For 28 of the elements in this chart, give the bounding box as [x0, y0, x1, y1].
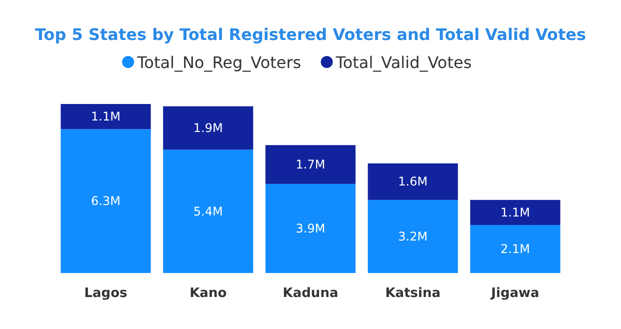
data-label: 3.2M: [398, 229, 428, 244]
data-label: 1.9M: [193, 120, 223, 135]
data-label: 1.6M: [398, 174, 428, 189]
data-label: 2.1M: [500, 242, 530, 256]
data-label: 1.1M: [500, 205, 530, 220]
x-tick-label: Jigawa: [490, 286, 540, 301]
legend-label: Total_No_Reg_Voters: [136, 53, 302, 72]
bar: [470, 225, 560, 273]
bar: [60, 104, 151, 130]
x-tick-label: Kano: [190, 286, 227, 301]
bar: [265, 145, 356, 184]
legend-label: Total_Valid_Votes: [334, 53, 472, 72]
x-tick-label: Lagos: [84, 286, 128, 301]
bar: [163, 150, 254, 273]
data-label: 6.3M: [91, 194, 120, 208]
x-tick-label: Kaduna: [282, 286, 338, 301]
data-label: 1.1M: [91, 110, 120, 124]
data-label: 5.4M: [193, 204, 223, 218]
bar: [60, 129, 151, 273]
bar: [368, 163, 458, 200]
chart-title: Top 5 States by Total Registered Voters and Total Valid Votes: [35, 25, 586, 44]
bar: [163, 106, 254, 150]
data-label: 1.7M: [296, 158, 326, 172]
data-label: 3.9M: [296, 221, 326, 236]
bar: [368, 200, 458, 273]
x-tick-label: Katsina: [385, 286, 441, 301]
bar: [265, 184, 356, 273]
bar: [470, 200, 560, 226]
